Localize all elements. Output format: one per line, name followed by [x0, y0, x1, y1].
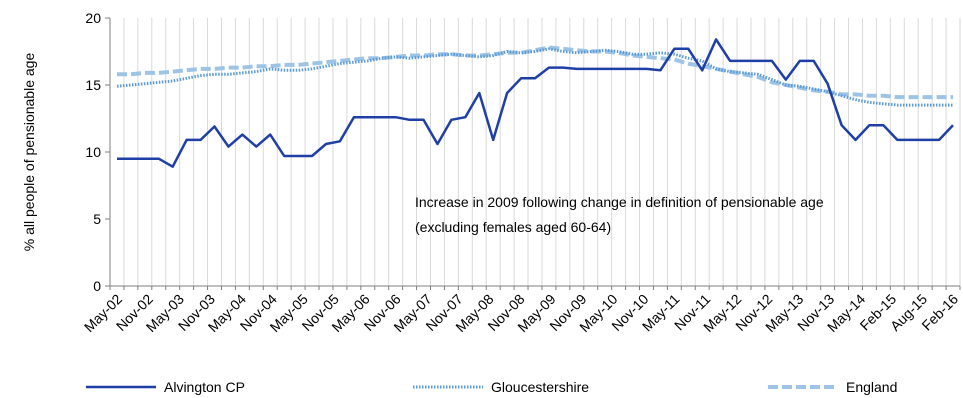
legend-item-england: England — [768, 379, 897, 395]
axes — [109, 18, 960, 287]
x-axis-ticks: May-02Nov-02May-03Nov-03May-04Nov-04May-… — [81, 286, 961, 335]
annotation-line-2: (excluding females aged 60-64) — [415, 219, 611, 235]
gridlines — [123, 18, 961, 286]
y-tick-label: 0 — [93, 278, 101, 294]
legend-label-england: England — [846, 379, 897, 395]
annotation-line-1: Increase in 2009 following change in def… — [415, 194, 824, 210]
legend-label-gloucestershire: Gloucestershire — [491, 379, 589, 395]
legend: Alvington CP Gloucestershire England — [86, 379, 897, 395]
series-line-england — [117, 45, 953, 100]
series-line-alvington-cp — [117, 38, 954, 168]
y-tick-label: 15 — [85, 77, 101, 93]
legend-label-alvington: Alvington CP — [164, 379, 245, 395]
y-tick-label: 10 — [85, 144, 101, 160]
y-axis-title: % all people of pensionable age — [21, 53, 37, 252]
series-line-gloucestershire — [116, 47, 953, 107]
y-tick-label: 5 — [93, 211, 101, 227]
series-lines — [116, 38, 954, 168]
y-tick-label: 20 — [85, 10, 101, 26]
legend-item-gloucestershire: Gloucestershire — [413, 379, 589, 395]
y-axis-ticks: 0 5 10 15 20 — [85, 10, 110, 294]
legend-item-alvington: Alvington CP — [86, 379, 245, 395]
